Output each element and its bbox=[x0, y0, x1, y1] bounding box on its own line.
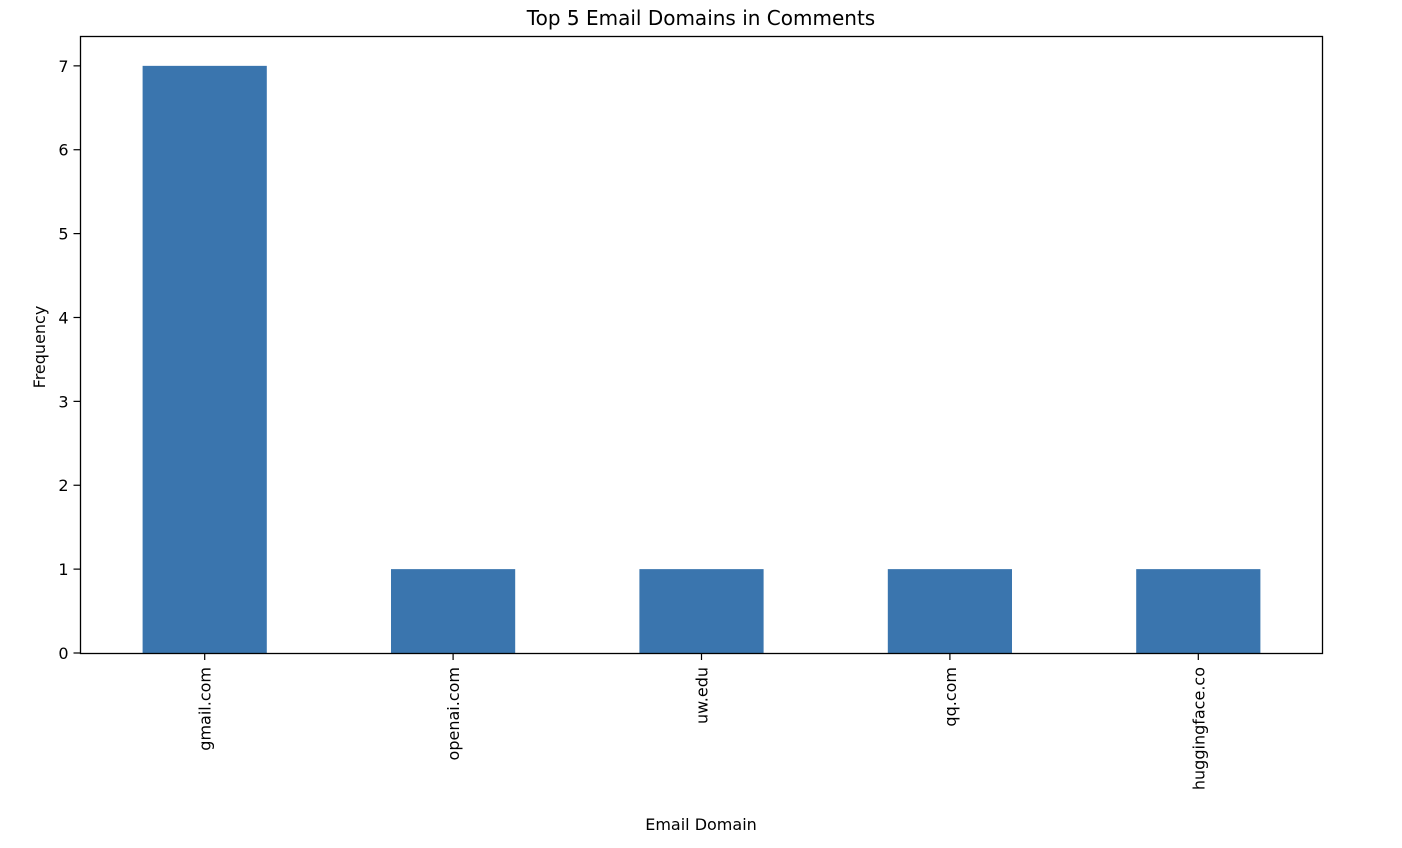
y-tick-label: 6 bbox=[58, 141, 68, 160]
y-tick-label: 2 bbox=[58, 476, 68, 495]
y-tick-label: 7 bbox=[58, 57, 68, 76]
bar-uw-edu bbox=[639, 569, 764, 653]
y-tick-label: 5 bbox=[58, 225, 68, 244]
bar-qq-com bbox=[887, 569, 1012, 653]
x-tick-label: openai.com bbox=[444, 667, 463, 760]
y-tick-label: 4 bbox=[58, 308, 68, 327]
y-tick-label: 1 bbox=[58, 560, 68, 579]
chart-title: Top 5 Email Domains in Comments bbox=[526, 6, 875, 30]
x-tick-label: qq.com bbox=[941, 667, 960, 727]
y-tick-label: 3 bbox=[58, 392, 68, 411]
x-tick-label: gmail.com bbox=[196, 667, 215, 751]
bars bbox=[142, 65, 1261, 654]
x-axis-ticks: gmail.com openai.com uw.edu qq.com huggingfa… bbox=[196, 653, 1208, 790]
bar-gmail-com bbox=[142, 65, 267, 654]
bar-huggingface-co bbox=[1136, 569, 1261, 653]
y-tick-label: 0 bbox=[58, 644, 68, 663]
plot-frame bbox=[79, 35, 1324, 655]
x-tick-label: uw.edu bbox=[693, 667, 712, 724]
x-tick-label: huggingface.co bbox=[1189, 667, 1208, 790]
bar-openai-com bbox=[391, 569, 516, 653]
y-axis-label: Frequency bbox=[30, 306, 49, 389]
x-axis-label: Email Domain bbox=[645, 815, 757, 834]
y-axis-ticks: 0 1 2 3 4 5 6 7 bbox=[58, 57, 81, 663]
